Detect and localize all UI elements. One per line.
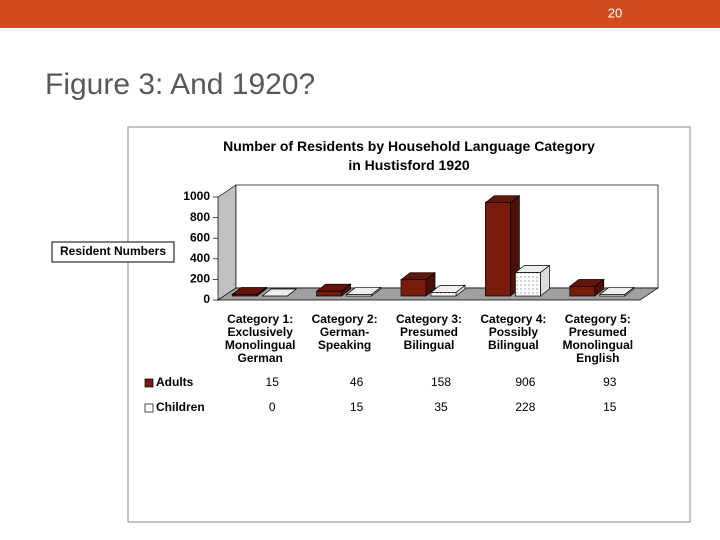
table-value: 906 — [515, 375, 535, 389]
bar — [569, 286, 596, 297]
bar — [485, 202, 511, 297]
table-value: 35 — [434, 400, 448, 414]
slide-number: 20 — [608, 5, 622, 20]
table-value: 15 — [603, 400, 617, 414]
heading: Figure 3: And 1920? — [45, 68, 315, 101]
category-label: Category 5: Presumed Monolingual English — [562, 312, 634, 365]
side-wall — [217, 184, 237, 301]
y-tick-label: 400 — [190, 251, 210, 265]
y-axis-label: Resident Numbers — [60, 244, 166, 258]
y-tick-label: 200 — [190, 272, 210, 286]
y-label-box — [51, 241, 175, 263]
bar — [430, 292, 457, 297]
back-wall — [235, 184, 659, 289]
table-value: 46 — [350, 375, 364, 389]
category-label: Category 3: Presumed Bilingual — [395, 312, 463, 352]
table-value: 93 — [603, 375, 617, 389]
bar-top — [261, 288, 298, 297]
category-label: Category 2: German-Speaking — [311, 312, 378, 352]
table-value: 0 — [269, 400, 276, 414]
legend-key — [144, 403, 154, 413]
bar — [599, 294, 626, 297]
top-bar — [0, 0, 720, 28]
category-label: Category 4: Possibly Bilingual — [480, 312, 547, 352]
bar — [231, 294, 258, 297]
y-tick-label: 600 — [190, 230, 210, 244]
bar — [515, 272, 541, 297]
legend-label: Adults — [156, 375, 194, 389]
table-value: 15 — [350, 400, 364, 414]
legend-key — [144, 378, 154, 388]
table-value: 228 — [515, 400, 535, 414]
category-label: Category 1: Exclusively Monolingual Germ… — [224, 312, 296, 365]
table-value: 15 — [266, 375, 280, 389]
y-tick-label: 1000 — [183, 189, 210, 203]
bar — [316, 290, 342, 297]
table-value: 158 — [431, 375, 451, 389]
bar — [400, 279, 427, 297]
bar — [346, 294, 372, 297]
chart-title: Number of Residents by Household Languag… — [223, 138, 595, 173]
y-tick-label: 800 — [190, 210, 210, 224]
y-tick-label: 0 — [203, 292, 210, 306]
legend-label: Children — [156, 400, 205, 414]
